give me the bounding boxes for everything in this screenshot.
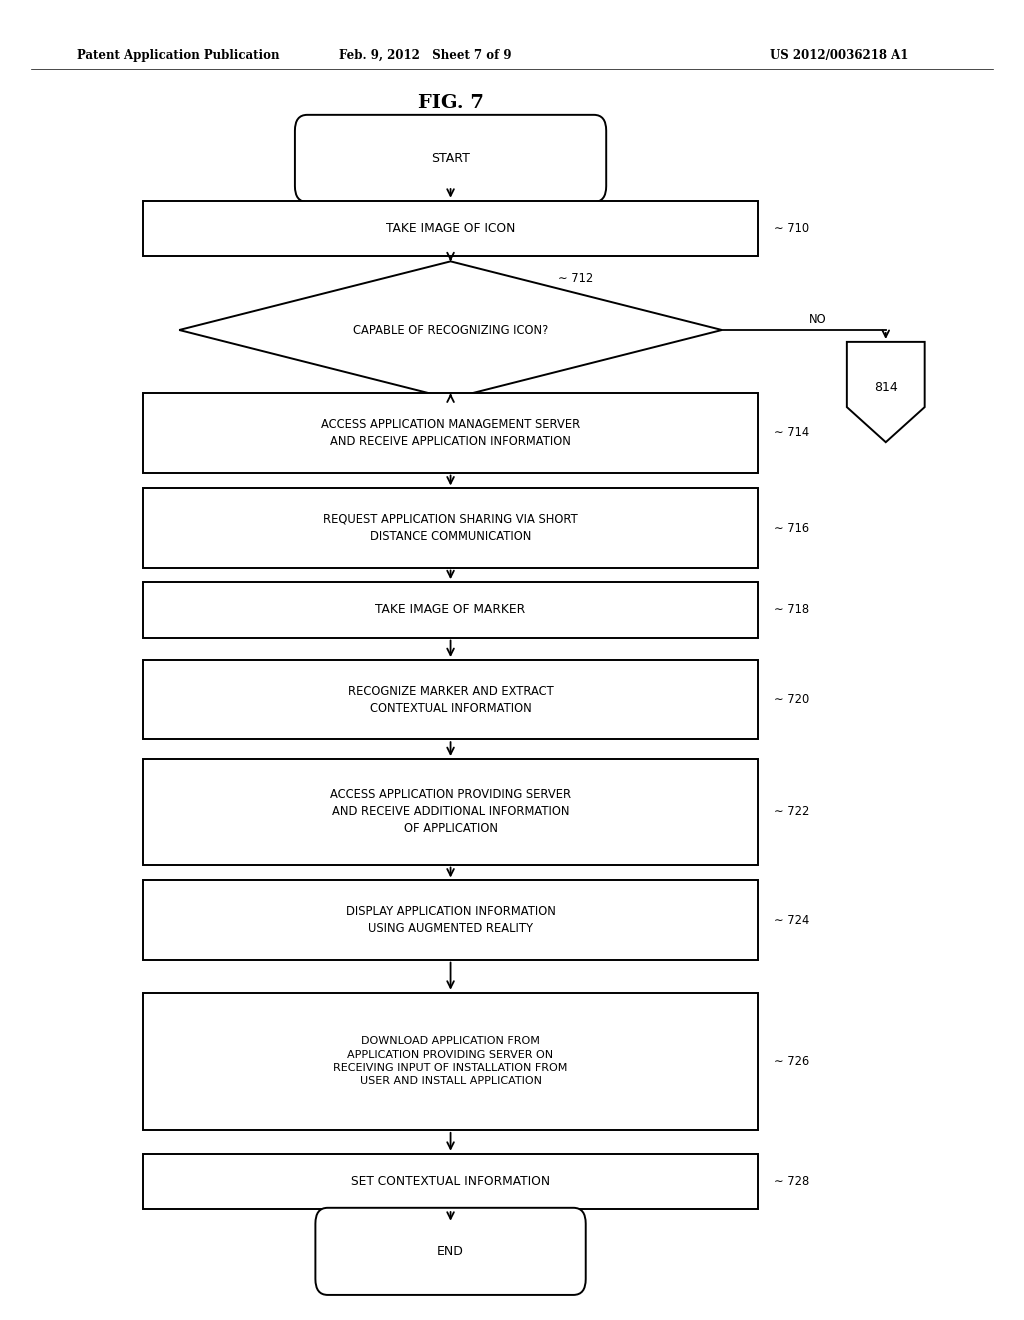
Text: TAKE IMAGE OF MARKER: TAKE IMAGE OF MARKER [376,603,525,616]
Text: REQUEST APPLICATION SHARING VIA SHORT
DISTANCE COMMUNICATION: REQUEST APPLICATION SHARING VIA SHORT DI… [324,513,578,543]
Text: ∼ 720: ∼ 720 [774,693,809,706]
Text: TAKE IMAGE OF ICON: TAKE IMAGE OF ICON [386,222,515,235]
Text: FIG. 7: FIG. 7 [418,94,483,112]
Text: ∼ 714: ∼ 714 [774,426,809,440]
Text: ∼ 712: ∼ 712 [558,272,593,285]
Text: ∼ 724: ∼ 724 [774,913,809,927]
Polygon shape [179,261,722,399]
Text: DOWNLOAD APPLICATION FROM
APPLICATION PROVIDING SERVER ON
RECEIVING INPUT OF INS: DOWNLOAD APPLICATION FROM APPLICATION PR… [334,1036,567,1086]
Text: END: END [437,1245,464,1258]
Text: Feb. 9, 2012   Sheet 7 of 9: Feb. 9, 2012 Sheet 7 of 9 [339,49,511,62]
FancyBboxPatch shape [295,115,606,202]
Text: ∼ 718: ∼ 718 [774,603,809,616]
Bar [143,393,758,473]
Bar [143,759,758,865]
Text: DISPLAY APPLICATION INFORMATION
USING AUGMENTED REALITY: DISPLAY APPLICATION INFORMATION USING AU… [346,906,555,935]
Text: US 2012/0036218 A1: US 2012/0036218 A1 [770,49,909,62]
Polygon shape [847,342,925,442]
Text: SET CONTEXTUAL INFORMATION: SET CONTEXTUAL INFORMATION [351,1175,550,1188]
Bar [143,488,758,568]
Bar [143,993,758,1130]
Text: NO: NO [809,313,826,326]
Text: ∼ 722: ∼ 722 [774,805,810,818]
Bar [143,582,758,638]
Text: ∼ 710: ∼ 710 [774,222,809,235]
Text: YES: YES [451,412,471,425]
Text: ∼ 726: ∼ 726 [774,1055,809,1068]
Bar [143,660,758,739]
Bar [143,1154,758,1209]
Text: Patent Application Publication: Patent Application Publication [77,49,280,62]
FancyBboxPatch shape [315,1208,586,1295]
Text: START: START [431,152,470,165]
Text: ACCESS APPLICATION MANAGEMENT SERVER
AND RECEIVE APPLICATION INFORMATION: ACCESS APPLICATION MANAGEMENT SERVER AND… [321,418,581,447]
Text: RECOGNIZE MARKER AND EXTRACT
CONTEXTUAL INFORMATION: RECOGNIZE MARKER AND EXTRACT CONTEXTUAL … [348,685,553,714]
Bar [143,880,758,960]
Text: ∼ 728: ∼ 728 [774,1175,809,1188]
Bar [143,201,758,256]
Text: ∼ 716: ∼ 716 [774,521,809,535]
Text: ACCESS APPLICATION PROVIDING SERVER
AND RECEIVE ADDITIONAL INFORMATION
OF APPLIC: ACCESS APPLICATION PROVIDING SERVER AND … [330,788,571,836]
Text: CAPABLE OF RECOGNIZING ICON?: CAPABLE OF RECOGNIZING ICON? [353,323,548,337]
Text: 814: 814 [873,380,898,393]
